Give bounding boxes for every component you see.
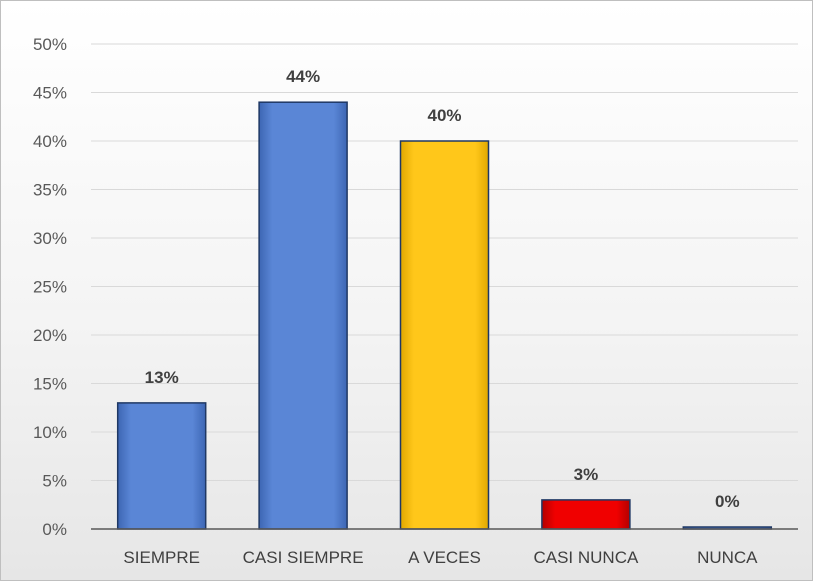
y-tick-label: 5% — [42, 472, 67, 491]
y-tick-label: 35% — [33, 181, 67, 200]
y-tick-label: 50% — [33, 35, 67, 54]
data-label: 3% — [574, 465, 599, 484]
y-tick-label: 40% — [33, 132, 67, 151]
category-label: CASI NUNCA — [533, 548, 639, 567]
y-tick-label: 15% — [33, 375, 67, 394]
category-label: A VECES — [408, 548, 481, 567]
bar-casi-nunca — [541, 499, 631, 530]
bar-a-veces — [399, 140, 490, 530]
category-label: NUNCA — [697, 548, 758, 567]
data-label: 44% — [286, 67, 320, 86]
data-labels: 13% 44% 40% 3% 0% — [145, 67, 740, 511]
y-tick-label: 20% — [33, 326, 67, 345]
bar-casi-siempre — [258, 101, 348, 530]
y-tick-label: 25% — [33, 278, 67, 297]
y-tick-label: 10% — [33, 423, 67, 442]
category-label: CASI SIEMPRE — [243, 548, 364, 567]
data-label: 0% — [715, 492, 740, 511]
bar-siempre — [116, 402, 207, 530]
x-axis-category-labels: SIEMPRE CASI SIEMPRE A VECES CASI NUNCA NUNC… — [123, 548, 758, 567]
data-label: 13% — [145, 368, 179, 387]
y-tick-label: 45% — [33, 84, 67, 103]
bars — [116, 101, 773, 530]
y-tick-label: 30% — [33, 229, 67, 248]
y-axis-tick-labels: 0% 5% 10% 15% 20% 25% 30% 35% 40% 45% 50% — [33, 35, 67, 539]
y-tick-label: 0% — [42, 520, 67, 539]
data-label: 40% — [427, 106, 461, 125]
category-label: SIEMPRE — [123, 548, 200, 567]
